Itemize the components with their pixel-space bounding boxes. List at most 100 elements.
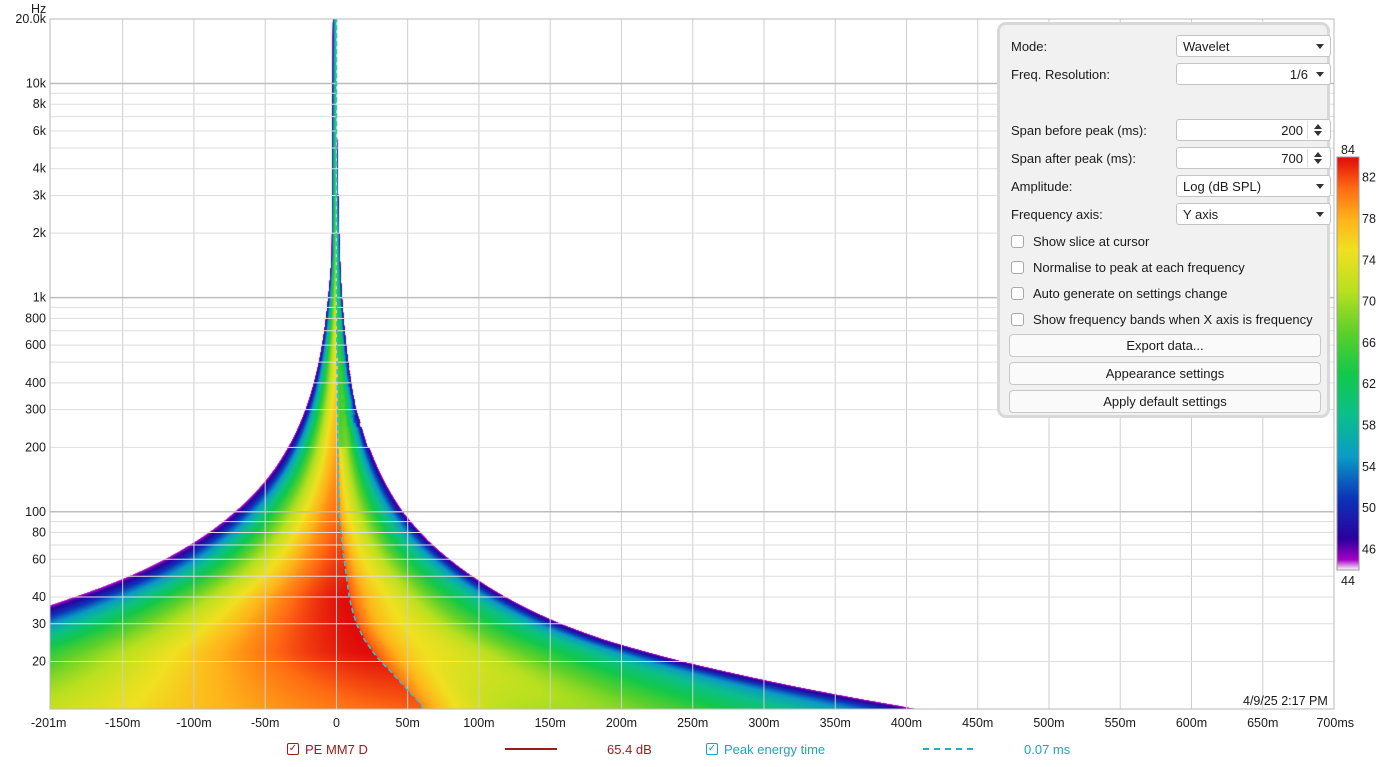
dashed-line-swatch-icon [923,748,973,750]
x-tick-label: 300m [748,716,779,730]
x-tick-label: -150m [105,716,140,730]
x-tick-label: 550m [1105,716,1136,730]
y-tick-label: 8k [33,97,47,111]
colorbar-tick-label: 46 [1362,542,1376,556]
appearance-settings-button[interactable]: Appearance settings [1009,362,1321,385]
checkbox-label: Normalise to peak at each frequency [1033,259,1245,275]
x-tick-label: 600m [1176,716,1207,730]
colorbar-tick-label: 84 [1341,143,1355,157]
mode-label: Mode: [1011,38,1048,54]
y-unit-label: Hz [31,2,46,16]
frequency-axis-select[interactable]: Y axis [1176,203,1331,225]
line-swatch-icon [505,748,557,750]
y-axis: 20 30 40 60 80 100 200 300 400 600 800 1k 2k 3k 4k 6k 8k… [15,12,46,668]
x-tick-label: 50m [396,716,420,730]
x-tick-label: 500m [1033,716,1064,730]
colorbar-tick-label: 62 [1362,377,1376,391]
colorbar-tick-label: 58 [1362,418,1376,432]
y-tick-label: 600 [25,338,46,352]
legend-series-name: PE MM7 D [305,741,368,757]
amplitude-select[interactable]: Log (dB SPL) [1176,175,1331,197]
x-tick-label: 200m [606,716,637,730]
checkbox-box[interactable] [1011,312,1024,326]
checkbox-label: Show slice at cursor [1033,233,1150,249]
y-tick-label: 20.0k [15,12,46,26]
show-bands-checkbox[interactable]: Show frequency bands when X axis is freq… [1011,308,1321,330]
apply-default-settings-button[interactable]: Apply default settings [1009,390,1321,413]
y-tick-label: 4k [33,162,47,176]
legend-series-name: Peak energy time [724,741,826,757]
y-tick-label: 800 [25,311,46,325]
x-tick-label: 350m [820,716,851,730]
plot-border [49,18,1335,710]
amplitude-row: Amplitude: Log (dB SPL) [1011,174,1331,198]
x-tick-label: 400m [891,716,922,730]
colorbar: 84 82 78 74 70 66 62 58 54 50 46 44 [1336,143,1376,588]
checkbox-box[interactable] [1011,286,1024,300]
checkbox-label: Auto generate on settings change [1033,285,1228,301]
x-tick-label: -100m [176,716,211,730]
y-tick-label: 300 [25,403,46,417]
span-before-input[interactable]: 200 [1176,119,1331,141]
y-tick-label: 400 [25,376,46,390]
mode-value: Wavelet [1183,38,1230,54]
span-before-label: Span before peak (ms): [1011,122,1147,138]
chevron-down-icon [1316,183,1324,189]
legend-value-peak-energy: 0.07 ms [1024,739,1070,759]
mode-row: Mode: Wavelet [1011,34,1331,58]
export-data-button[interactable]: Export data... [1009,334,1321,357]
show-slice-checkbox[interactable]: Show slice at cursor [1011,230,1321,252]
auto-generate-checkbox[interactable]: Auto generate on settings change [1011,282,1321,304]
chevron-down-icon [1316,71,1324,77]
checkmark-icon[interactable]: ✓ [706,743,718,755]
freq-resolution-row: Freq. Resolution: 1/6 [1011,62,1331,86]
legend-series-value: 0.07 ms [1024,741,1071,757]
amplitude-value: Log (dB SPL) [1183,178,1262,194]
x-tick-label: 150m [535,716,566,730]
y-tick-label: 200 [25,440,46,454]
settings-panel: Mode: Wavelet Freq. Resolution: 1/6 Span… [997,22,1331,418]
colorbar-tick-label: 66 [1362,336,1376,350]
colorbar-tick-label: 54 [1362,460,1376,474]
x-tick-label: 700ms [1316,716,1354,730]
y-tick-label: 60 [32,552,46,566]
checkbox-box[interactable] [1011,260,1024,274]
freq-resolution-select[interactable]: 1/6 [1176,63,1331,85]
normalise-checkbox[interactable]: Normalise to peak at each frequency [1011,256,1321,278]
span-before-value: 200 [1281,122,1303,138]
freq-resolution-label: Freq. Resolution: [1011,66,1110,82]
span-after-input[interactable]: 700 [1176,147,1331,169]
x-tick-label: 650m [1247,716,1278,730]
frequency-axis-label: Frequency axis: [1011,206,1103,222]
colorbar-tick-label: 70 [1362,295,1376,309]
x-axis: -201m -150m -100m -50m 0 50m 100m 150m 200m 250m 3… [31,716,1354,730]
x-tick-label: 250m [677,716,708,730]
stepper-icon[interactable] [1307,121,1324,139]
colorbar-gradient [1336,156,1360,571]
span-after-label: Span after peak (ms): [1011,150,1136,166]
x-tick-label: 450m [962,716,993,730]
mode-select[interactable]: Wavelet [1176,35,1331,57]
legend-item-measurement[interactable]: ✓ PE MM7 D [287,739,368,759]
y-tick-label: 80 [32,526,46,540]
colorbar-tick-label: 82 [1362,171,1376,185]
y-tick-label: 3k [33,188,47,202]
y-tick-label: 40 [32,590,46,604]
colorbar-tick-label: 44 [1341,574,1355,588]
frequency-axis-row: Frequency axis: Y axis [1011,202,1331,226]
frequency-axis-value: Y axis [1183,206,1219,222]
legend-item-peak-energy[interactable]: ✓ Peak energy time [706,739,825,759]
timestamp: 4/9/25 2:17 PM [1243,694,1328,708]
legend-series-value: 65.4 dB [607,741,652,757]
x-tick-label: -201m [31,716,66,730]
checkbox-box[interactable] [1011,234,1024,248]
colorbar-tick-label: 78 [1362,212,1376,226]
legend-line-peak-energy [923,739,973,759]
y-tick-label: 20 [32,654,46,668]
span-after-row: Span after peak (ms): 700 [1011,146,1331,170]
stepper-icon[interactable] [1307,149,1324,167]
y-tick-label: 2k [33,226,47,240]
x-tick-label: -50m [251,716,279,730]
checkmark-icon[interactable]: ✓ [287,743,299,755]
colorbar-tick-label: 50 [1362,501,1376,515]
